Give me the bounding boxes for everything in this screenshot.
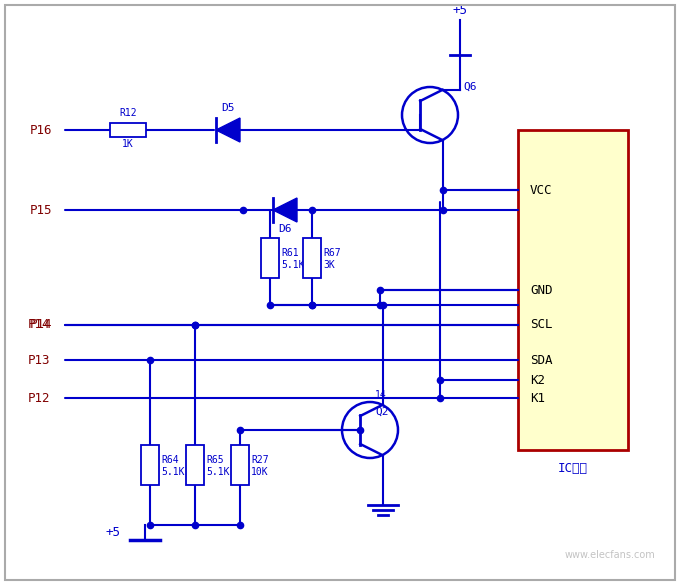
Text: P14: P14 (30, 318, 52, 332)
Text: D5: D5 (221, 103, 235, 113)
Text: SCL: SCL (530, 318, 552, 332)
Bar (186, 445, 204, 485)
Text: P12: P12 (27, 391, 50, 404)
Text: P15: P15 (30, 204, 52, 216)
Text: 10K: 10K (251, 467, 269, 477)
Text: 14: 14 (375, 390, 387, 400)
Text: www.elecfans.com: www.elecfans.com (564, 550, 656, 560)
Bar (261, 238, 279, 277)
Bar (141, 445, 159, 485)
Text: 5.1K: 5.1K (206, 467, 230, 477)
Text: IC卡座: IC卡座 (558, 462, 588, 475)
Text: +5: +5 (105, 526, 120, 539)
Text: Q6: Q6 (463, 82, 477, 92)
Text: R64: R64 (161, 455, 179, 465)
Text: R67: R67 (323, 247, 341, 257)
Bar (110, 123, 146, 137)
Text: Q2: Q2 (375, 407, 388, 417)
Text: D6: D6 (278, 224, 292, 234)
Bar (303, 238, 321, 277)
Text: GND: GND (530, 284, 552, 297)
Text: K2: K2 (530, 373, 545, 387)
Text: 5.1K: 5.1K (161, 467, 184, 477)
Bar (231, 445, 249, 485)
Polygon shape (216, 118, 240, 142)
Text: P14: P14 (27, 318, 50, 332)
Text: 3K: 3K (323, 260, 335, 270)
Text: SDA: SDA (530, 353, 552, 366)
Text: R12: R12 (119, 108, 137, 118)
Text: +5: +5 (452, 4, 468, 16)
Polygon shape (273, 198, 297, 222)
Text: VCC: VCC (530, 184, 552, 197)
Text: R27: R27 (251, 455, 269, 465)
Text: R65: R65 (206, 455, 224, 465)
Text: 1K: 1K (122, 139, 134, 149)
Text: 5.1K: 5.1K (281, 260, 305, 270)
Text: P16: P16 (30, 123, 52, 136)
Text: K1: K1 (530, 391, 545, 404)
FancyBboxPatch shape (518, 130, 628, 450)
Text: P13: P13 (27, 353, 50, 366)
Text: R61: R61 (281, 247, 299, 257)
